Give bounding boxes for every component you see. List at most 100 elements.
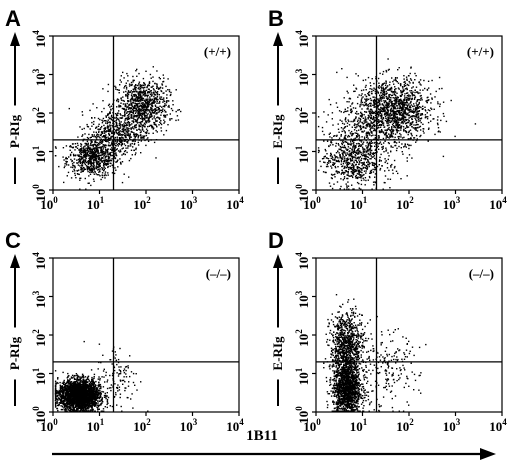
scatter-point <box>127 133 130 135</box>
scatter-point <box>344 141 346 143</box>
scatter-point <box>332 144 334 146</box>
scatter-point <box>364 94 366 96</box>
scatter-point <box>144 83 146 86</box>
scatter-point <box>374 181 376 183</box>
scatter-point <box>152 132 154 134</box>
scatter-point <box>133 149 135 152</box>
scatter-point <box>118 134 120 136</box>
scatter-point <box>366 166 368 168</box>
scatter-point <box>329 144 332 146</box>
scatter-point <box>420 113 422 115</box>
scatter-point <box>346 188 348 190</box>
scatter-point <box>396 105 399 107</box>
scatter-point <box>110 155 112 157</box>
scatter-point <box>139 114 141 117</box>
scatter-point <box>100 154 102 157</box>
scatter-point <box>333 174 335 176</box>
scatter-point <box>378 142 381 144</box>
scatter-point <box>380 143 383 145</box>
scatter-point <box>326 162 329 164</box>
scatter-point <box>139 113 141 116</box>
scatter-point <box>103 170 105 172</box>
scatter-point <box>105 136 108 139</box>
scatter-point <box>343 123 346 125</box>
scatter-point <box>76 159 78 161</box>
scatter-point <box>147 103 149 106</box>
scatter-point <box>388 100 390 103</box>
scatter-point <box>392 125 395 127</box>
scatter-point <box>406 92 408 94</box>
scatter-point <box>403 89 405 91</box>
scatter-point <box>409 123 412 125</box>
scatter-point <box>160 120 162 122</box>
scatter-point <box>408 111 410 113</box>
scatter-point <box>385 150 387 152</box>
scatter-point <box>137 137 139 139</box>
scatter-point <box>99 140 102 142</box>
scatter-point <box>400 95 402 97</box>
scatter-point <box>323 111 325 113</box>
scatter-point <box>387 119 389 121</box>
scatter-point <box>395 80 397 82</box>
scatter-point <box>400 90 402 93</box>
scatter-point <box>347 172 349 174</box>
scatter-point <box>386 113 389 115</box>
scatter-point <box>89 173 92 175</box>
scatter-point <box>91 170 93 172</box>
scatter-point <box>127 127 129 129</box>
scatter-point <box>383 181 385 184</box>
scatter-point <box>384 100 386 103</box>
scatter-point <box>380 110 382 113</box>
scatter-point <box>360 100 362 102</box>
scatter-point <box>153 102 155 104</box>
scatter-point <box>83 155 85 158</box>
scatter-point <box>85 161 88 164</box>
scatter-point <box>377 125 379 127</box>
scatter-point <box>131 140 134 142</box>
scatter-point <box>106 140 108 143</box>
scatter-point <box>408 98 411 100</box>
scatter-point <box>356 135 359 137</box>
scatter-point <box>406 157 408 159</box>
scatter-point <box>437 131 439 133</box>
scatter-point <box>352 147 354 149</box>
scatter-point <box>342 128 344 130</box>
scatter-point <box>125 109 127 111</box>
scatter-point <box>376 112 379 115</box>
scatter-point <box>133 95 135 98</box>
scatter-point <box>114 150 116 153</box>
scatter-point <box>363 163 365 165</box>
scatter-point <box>361 175 363 177</box>
scatter-point <box>131 123 133 125</box>
scatter-point <box>98 134 100 136</box>
scatter-point <box>77 155 80 157</box>
scatter-point <box>87 168 90 170</box>
scatter-point <box>98 144 100 146</box>
scatter-point <box>56 381 58 384</box>
scatter-point <box>101 172 104 174</box>
scatter-point <box>69 154 72 157</box>
scatter-point <box>344 167 346 169</box>
scatter-point <box>401 106 404 109</box>
scatter-point <box>87 145 89 148</box>
scatter-point <box>67 405 69 407</box>
scatter-point <box>122 137 124 139</box>
scatter-point <box>411 126 413 128</box>
scatter-point <box>140 91 142 94</box>
scatter-point <box>398 145 400 148</box>
scatter-point <box>375 148 377 151</box>
scatter-point <box>352 156 355 158</box>
scatter-point <box>81 156 83 158</box>
scatter-point <box>156 100 158 103</box>
scatter-point <box>94 156 97 158</box>
scatter-point <box>419 79 422 81</box>
scatter-point <box>404 121 406 123</box>
scatter-point <box>347 161 349 164</box>
scatter-point <box>436 122 439 124</box>
scatter-point <box>341 152 343 154</box>
scatter-point <box>379 141 382 143</box>
scatter-point <box>357 96 359 98</box>
scatter-point <box>397 96 399 99</box>
scatter-point <box>362 126 364 129</box>
scatter-point <box>140 109 142 111</box>
